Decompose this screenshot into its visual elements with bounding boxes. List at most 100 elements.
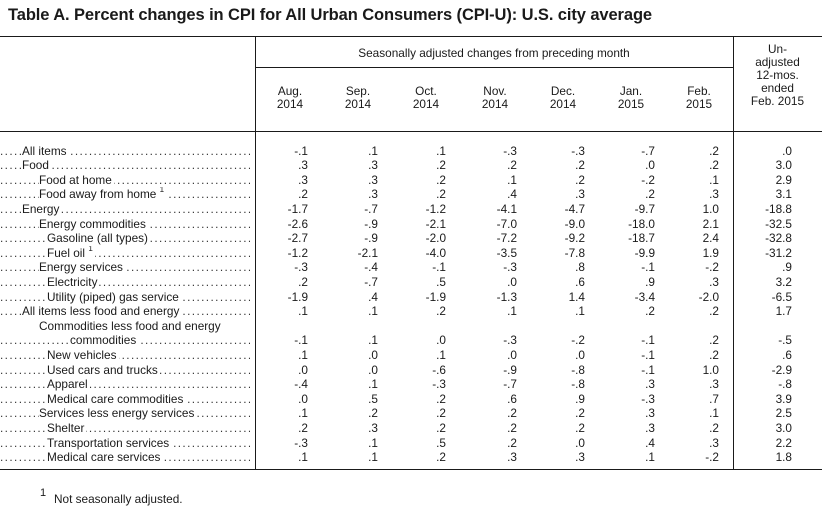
table-row: Energy services.........................… <box>0 260 822 275</box>
monthly-change-cell: -2.0 <box>425 231 446 246</box>
leader-dots: ........................................… <box>0 245 250 260</box>
row-label-text: All items <box>22 143 67 158</box>
column-header-month: Dec. <box>550 84 576 98</box>
monthly-change-cell: .2 <box>575 172 585 187</box>
row-label-text: Transportation services <box>47 435 170 450</box>
monthly-change-cell: -.3 <box>503 260 517 275</box>
monthly-change-cell: .2 <box>709 420 719 435</box>
monthly-change-cell: -.3 <box>432 377 446 392</box>
column-header-year: 2014 <box>412 97 440 111</box>
monthly-change-cell: .1 <box>368 333 378 348</box>
monthly-change-cell: .0 <box>507 274 517 289</box>
column-header: Jan. 2015 <box>601 85 661 111</box>
row-label-text: Apparel <box>47 377 88 392</box>
unadjusted-12mo-cell: 2.5 <box>775 406 792 421</box>
monthly-change-cell: .2 <box>436 187 446 202</box>
row-label-text: Food at home <box>39 172 112 187</box>
monthly-change-cell: -2.1 <box>357 245 378 260</box>
unadjusted-12mo-cell: -18.8 <box>765 201 792 216</box>
monthly-change-cell: -.1 <box>294 333 308 348</box>
table-row: commodities.............................… <box>0 333 822 348</box>
footnote-text: Not seasonally adjusted. <box>54 492 183 506</box>
row-label-cell: Energy commodities......................… <box>0 216 252 232</box>
monthly-change-cell: -.1 <box>641 333 655 348</box>
monthly-change-cell: .2 <box>436 406 446 421</box>
row-label: Medical care services <box>47 450 163 465</box>
unadjusted-column-header: Un-adjusted 12-mos. ended Feb. 2015 <box>733 43 822 108</box>
row-label-cell: commodities.............................… <box>0 333 252 348</box>
monthly-change-cell: .1 <box>709 406 719 421</box>
monthly-change-cell: .1 <box>368 377 378 392</box>
row-label-text: Utility (piped) gas service <box>47 289 179 304</box>
monthly-change-cell: .6 <box>575 274 585 289</box>
monthly-change-cell: -4.7 <box>564 201 585 216</box>
row-label-cell: Transportation services.................… <box>0 435 252 451</box>
monthly-change-cell: 1.0 <box>702 201 719 216</box>
monthly-change-cell: .2 <box>709 304 719 319</box>
row-label-cell: Energy services.........................… <box>0 260 252 275</box>
monthly-change-cell: .1 <box>298 347 308 362</box>
monthly-change-cell: .0 <box>298 362 308 377</box>
row-label-text: Energy commodities <box>39 216 146 231</box>
row-label-text: Energy <box>22 201 60 216</box>
table-row: Commodities less food and energy <box>0 318 822 334</box>
monthly-change-cell: .0 <box>575 347 585 362</box>
row-label: Energy <box>22 201 62 217</box>
monthly-change-cell: .2 <box>298 187 308 202</box>
monthly-change-cell: -2.6 <box>287 216 308 231</box>
unadjusted-12mo-cell: -6.5 <box>771 289 792 304</box>
monthly-change-cell: .2 <box>645 187 655 202</box>
monthly-change-cell: .0 <box>298 391 308 406</box>
leader-dots: ........................................… <box>0 201 250 216</box>
monthly-change-cell: -1.7 <box>287 201 308 216</box>
row-label-cell: Commodities less food and energy <box>0 318 252 334</box>
monthly-change-cell: 2.1 <box>702 216 719 231</box>
monthly-change-cell: .2 <box>507 435 517 450</box>
row-label-text: Energy services <box>39 260 123 275</box>
row-label-text: Food away from home <box>39 187 157 202</box>
monthly-change-cell: .2 <box>709 143 719 158</box>
monthly-change-cell: .7 <box>709 391 719 406</box>
monthly-change-cell: -.9 <box>503 362 517 377</box>
monthly-change-cell: -.3 <box>503 143 517 158</box>
monthly-change-cell: -.1 <box>641 260 655 275</box>
monthly-change-cell: .0 <box>368 362 378 377</box>
row-label-cell: Shelter.................................… <box>0 420 252 436</box>
monthly-change-cell: .2 <box>298 274 308 289</box>
monthly-change-cell: -2.0 <box>698 289 719 304</box>
unadjusted-12mo-cell: -31.2 <box>765 245 792 260</box>
table-row: Services less energy services...........… <box>0 406 822 421</box>
bottom-rule <box>0 469 822 470</box>
monthly-change-cell: .3 <box>368 187 378 202</box>
row-label: Commodities less food and energy <box>39 318 223 334</box>
monthly-change-cell: .8 <box>575 260 585 275</box>
monthly-change-cell: .1 <box>709 172 719 187</box>
row-label-cell: Used cars and trucks....................… <box>0 362 252 378</box>
row-label-cell: Food at home............................… <box>0 172 252 188</box>
monthly-change-cell: .3 <box>368 172 378 187</box>
monthly-change-cell: .3 <box>709 377 719 392</box>
monthly-change-cell: .1 <box>298 450 308 465</box>
monthly-change-cell: -9.0 <box>564 216 585 231</box>
monthly-change-cell: .2 <box>436 172 446 187</box>
row-label-text: Gasoline (all types) <box>47 231 148 246</box>
table-row: Medical care commodities................… <box>0 391 822 407</box>
column-header: Oct. 2014 <box>396 85 456 111</box>
monthly-change-cell: .3 <box>709 274 719 289</box>
unadjusted-12mo-cell: .6 <box>782 347 792 362</box>
table-row: Utility (piped) gas service.............… <box>0 289 822 305</box>
monthly-change-cell: .2 <box>507 406 517 421</box>
column-header-month: Oct. <box>415 84 437 98</box>
table-row: Fuel oil 1..............................… <box>0 245 822 261</box>
header-bottom-rule <box>0 131 822 132</box>
unadjusted-12mo-cell: -32.8 <box>765 231 792 246</box>
unadjusted-header-line: ended <box>761 81 794 95</box>
row-label-text: Medical care services <box>47 450 161 465</box>
column-header-month: Aug. <box>277 84 303 98</box>
column-header-month: Sep. <box>345 84 371 98</box>
monthly-change-cell: .3 <box>368 158 378 173</box>
column-header: Sep. 2014 <box>328 85 388 111</box>
monthly-change-cell: .0 <box>507 347 517 362</box>
monthly-change-cell: -4.1 <box>496 201 517 216</box>
row-label-cell: All items less food and energy..........… <box>0 304 252 319</box>
